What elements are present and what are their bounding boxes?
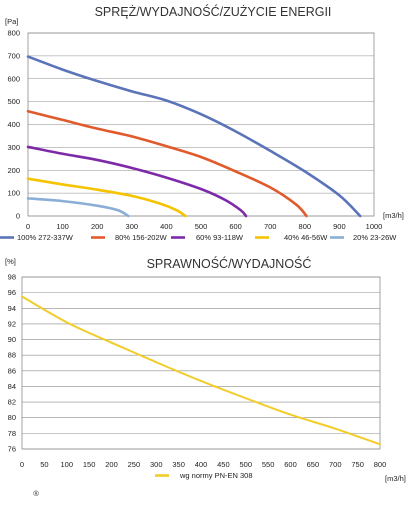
chart1-x-tick-label: 900	[333, 222, 346, 231]
chart2-series-line-1	[21, 295, 381, 446]
chart1-series-line-1	[26, 55, 362, 218]
pressure-flow-chart: SPRĘŻ/WYDAJNOŚĆ/ZUŻYCIE ENERGII [Pa] [m3…	[0, 4, 404, 242]
chart2-y-tick-label: 90	[8, 335, 16, 344]
chart2-x-tick-label: 550	[262, 460, 275, 469]
chart1-y-tick-label: 0	[16, 212, 20, 221]
chart1-x-tick-label: 500	[195, 222, 208, 231]
chart2-x-tick-label: 0	[20, 460, 24, 469]
chart2-x-tick-label: 50	[40, 460, 48, 469]
chart2-y-tick-label: 78	[8, 429, 16, 438]
chart1-plot-frame	[27, 32, 375, 217]
chart2-x-tick-label: 400	[195, 460, 208, 469]
chart1-series-line-2	[26, 109, 308, 218]
chart1-series-line-5	[26, 197, 130, 218]
chart2-title: SPRAWNOŚĆ/WYDAJNOŚĆ	[147, 256, 312, 271]
chart2-y-tick-label: 76	[8, 445, 16, 454]
chart1-x-tick-label: 100	[56, 222, 69, 231]
chart2-x-tick-label: 750	[351, 460, 364, 469]
chart1-legend-label: 20% 23-26W	[353, 233, 397, 242]
chart2-y-tick-label: 84	[8, 382, 16, 391]
chart1-y-tick-label: 200	[7, 166, 20, 175]
chart2-x-tick-label: 700	[329, 460, 342, 469]
chart1-x-tick-label: 800	[299, 222, 312, 231]
chart2-x-tick-label: 350	[172, 460, 185, 469]
chart1-x-tick-label: 0	[26, 222, 30, 231]
chart1-legend-label: 60% 93-118W	[196, 233, 244, 242]
chart1-series-line-3	[26, 145, 248, 218]
chart1-x-tick-label: 600	[229, 222, 242, 231]
chart2-x-tick-label: 500	[239, 460, 252, 469]
chart2-y-tick-label: 96	[8, 288, 16, 297]
chart2-x-tick-label: 100	[60, 460, 73, 469]
chart1-y-tick-label: 800	[7, 29, 20, 38]
chart2-x-tick-label: 650	[307, 460, 320, 469]
chart2-y-tick-label: 80	[8, 413, 16, 422]
chart2-x-tick-label: 200	[105, 460, 118, 469]
chart2-y-tick-label: 86	[8, 366, 16, 375]
chart2-x-tick-label: 600	[284, 460, 297, 469]
chart2-x-tick-label: 450	[217, 460, 230, 469]
chart2-y-unit: [%]	[5, 257, 16, 266]
chart1-y-tick-label: 600	[7, 74, 20, 83]
chart1-legend-label: 100% 272-337W	[17, 233, 74, 242]
chart1-legend-label: 40% 46-56W	[284, 233, 328, 242]
chart1-x-tick-label: 1000	[366, 222, 383, 231]
registered-mark: ®	[33, 489, 39, 498]
chart2-legend-label: wg normy PN-EN 308	[179, 471, 253, 480]
chart1-x-tick-label: 200	[91, 222, 104, 231]
chart2-x-tick-label: 300	[150, 460, 163, 469]
chart1-x-tick-label: 400	[160, 222, 173, 231]
chart2-legend: wg normy PN-EN 308	[155, 471, 253, 480]
chart2-y-tick-label: 88	[8, 351, 16, 360]
chart1-y-tick-label: 100	[7, 189, 20, 198]
chart2-y-tick-label: 94	[8, 304, 16, 313]
chart2-x-tick-label: 250	[128, 460, 141, 469]
chart2-x-tick-label: 800	[374, 460, 387, 469]
chart2-y-tick-label: 98	[8, 273, 16, 282]
chart2-y-tick-label: 92	[8, 319, 16, 328]
chart1-legend-label: 80% 156-202W	[115, 233, 168, 242]
chart2-y-tick-label: 82	[8, 398, 16, 407]
chart2-plot-frame	[21, 276, 381, 450]
chart2-x-tick-label: 150	[83, 460, 96, 469]
chart1-x-tick-label: 300	[126, 222, 139, 231]
chart1-legend: 100% 272-337W 80% 156-202W 60% 93-118W 40% …	[0, 233, 397, 242]
chart1-series-line-4	[26, 177, 187, 218]
chart1-y-unit: [Pa]	[5, 17, 18, 26]
chart1-x-unit: [m3/h]	[383, 211, 404, 220]
chart1-x-tick-label: 700	[264, 222, 277, 231]
chart2-x-unit: [m3/h]	[385, 474, 406, 483]
efficiency-flow-chart: SPRAWNOŚĆ/WYDAJNOŚĆ [%] [m3/h] 76 78 80 82 8…	[5, 256, 406, 483]
chart1-title: SPRĘŻ/WYDAJNOŚĆ/ZUŻYCIE ENERGII	[95, 4, 332, 19]
chart1-y-tick-label: 400	[7, 120, 20, 129]
chart1-y-tick-label: 300	[7, 143, 20, 152]
chart1-y-tick-label: 500	[7, 97, 20, 106]
chart1-y-tick-label: 700	[7, 51, 20, 60]
